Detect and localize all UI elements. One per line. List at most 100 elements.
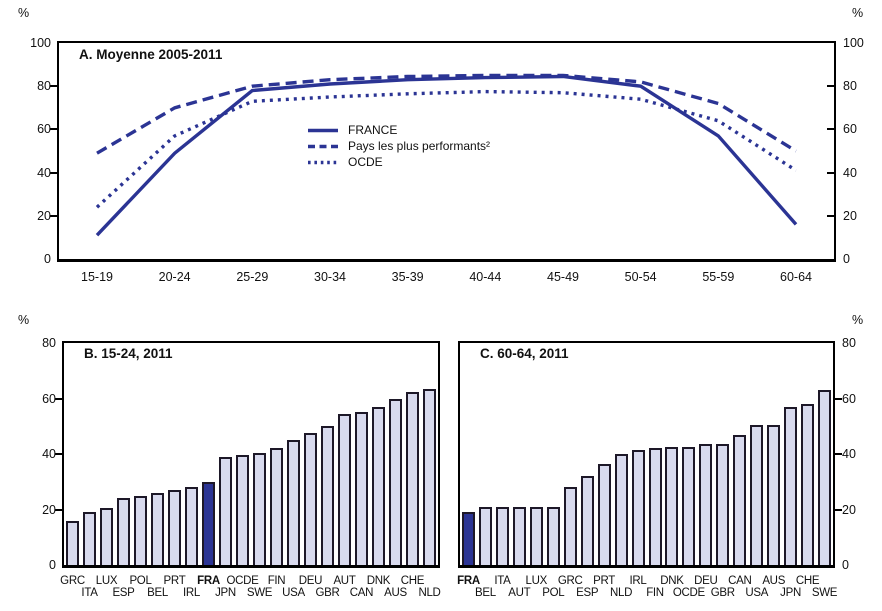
bar-dnk xyxy=(372,406,385,565)
bar-ita xyxy=(495,506,509,565)
x-tick-label: 35-39 xyxy=(391,270,424,284)
legend-item-pays-performants: Pays les plus performants² xyxy=(308,138,490,154)
bar-aut xyxy=(512,506,526,565)
y-tick-label: 20 xyxy=(37,208,51,223)
category-label-aut: AUT xyxy=(333,575,356,587)
legend: FRANCE Pays les plus performants² OCDE xyxy=(308,122,490,170)
legend-label-pays-performants: Pays les plus performants² xyxy=(348,139,491,153)
category-label-deu: DEU xyxy=(694,575,718,587)
category-label-bel: BEL xyxy=(474,587,496,599)
category-label-bel: BEL xyxy=(147,587,168,599)
bar-fin xyxy=(270,448,283,565)
y-axis-tick xyxy=(827,214,834,217)
y-tick-label: 80 xyxy=(842,336,856,350)
bar-bel xyxy=(478,506,492,565)
bar-swe xyxy=(818,390,831,565)
category-label-irl: IRL xyxy=(183,587,200,599)
y-tick-label: 40 xyxy=(37,165,51,180)
y-axis-tick xyxy=(827,85,834,88)
category-label-pol: POL xyxy=(129,575,152,587)
y-tick-label: 60 xyxy=(843,122,857,137)
bar-irl xyxy=(185,487,198,565)
category-label-aus: AUS xyxy=(762,575,786,587)
bar-fra xyxy=(202,481,215,565)
category-label-prt: PRT xyxy=(163,575,186,587)
y-axis-tick xyxy=(50,85,57,88)
bar-nld xyxy=(423,388,436,565)
dashed-line-icon xyxy=(308,144,338,148)
category-label-fra: FRA xyxy=(457,575,480,587)
x-tick-label: 45-49 xyxy=(547,270,579,284)
category-label-irl: IRL xyxy=(629,575,647,587)
category-label-dnk: DNK xyxy=(660,575,684,587)
bar-fin xyxy=(648,448,662,565)
category-label-fra: FRA xyxy=(197,575,220,587)
category-label-swe: SWE xyxy=(811,587,838,599)
y-tick-label: 40 xyxy=(843,165,857,180)
bar-prt xyxy=(597,463,611,565)
bar-usa xyxy=(287,440,300,565)
y-axis-tick xyxy=(55,397,62,400)
category-label-aus: AUS xyxy=(384,587,407,599)
bar-prt xyxy=(168,490,181,565)
category-label-nld: NLD xyxy=(610,587,633,599)
bar-pol xyxy=(546,506,560,565)
bar-esp xyxy=(580,476,594,565)
category-label-fin: FIN xyxy=(646,587,664,599)
panel-a-title: A. Moyenne 2005-2011 xyxy=(79,47,223,62)
bar-usa xyxy=(750,424,764,565)
category-label-can: CAN xyxy=(728,575,752,587)
bar-esp xyxy=(117,498,130,565)
bar-lux xyxy=(529,506,543,565)
bar-deu xyxy=(699,444,713,565)
bar-pol xyxy=(134,495,147,565)
category-label-jpn: JPN xyxy=(215,587,236,599)
panel-a-plot-area xyxy=(57,41,836,262)
y-axis-tick xyxy=(827,128,834,131)
category-label-can: CAN xyxy=(349,587,374,599)
y-tick-label: 60 xyxy=(37,122,51,137)
bar-can xyxy=(733,434,747,565)
unit-label-top-left: % xyxy=(18,6,30,20)
legend-label-france: FRANCE xyxy=(348,123,398,137)
x-tick-label: 40-44 xyxy=(469,270,502,284)
category-label-nld: NLD xyxy=(418,587,441,599)
bar-grc xyxy=(66,520,79,565)
category-label-ocde: OCDE xyxy=(672,587,705,599)
y-tick-label: 60 xyxy=(842,391,856,406)
category-label-lux: LUX xyxy=(95,575,118,587)
panel-c-plot-area xyxy=(458,341,835,568)
y-tick-label: 80 xyxy=(37,79,51,94)
dotted-line-icon xyxy=(308,160,338,164)
category-label-che: CHE xyxy=(795,575,820,587)
bar-aus xyxy=(389,398,402,565)
x-tick-label: 60-64 xyxy=(780,270,812,284)
bar-dnk xyxy=(665,447,679,565)
bar-grc xyxy=(563,487,577,565)
bar-gbr xyxy=(321,426,334,565)
x-tick-label: 30-34 xyxy=(314,270,346,284)
bar-lux xyxy=(100,508,113,565)
y-tick-label: 60 xyxy=(42,391,56,406)
category-label-usa: USA xyxy=(282,587,305,599)
category-label-swe: SWE xyxy=(246,587,273,599)
y-axis-tick xyxy=(835,397,842,400)
y-tick-label: 80 xyxy=(843,79,857,94)
solid-line-icon xyxy=(308,128,338,132)
category-label-jpn: JPN xyxy=(780,587,801,599)
category-label-ita: ITA xyxy=(494,575,511,587)
category-label-lux: LUX xyxy=(525,575,548,587)
panel-c-title: C. 60-64, 2011 xyxy=(480,346,569,361)
x-tick-label: 25-29 xyxy=(236,270,269,284)
y-axis-tick xyxy=(50,214,57,217)
legend-item-ocde: OCDE xyxy=(308,154,490,170)
y-axis-tick xyxy=(55,508,62,511)
unit-label-mid-left: % xyxy=(18,313,30,327)
y-tick-label: 0 xyxy=(843,252,850,266)
y-axis-tick xyxy=(50,128,57,131)
bar-can xyxy=(355,412,368,565)
y-axis-tick xyxy=(55,453,62,455)
category-label-grc: GRC xyxy=(60,575,85,587)
bar-ita xyxy=(83,512,96,565)
